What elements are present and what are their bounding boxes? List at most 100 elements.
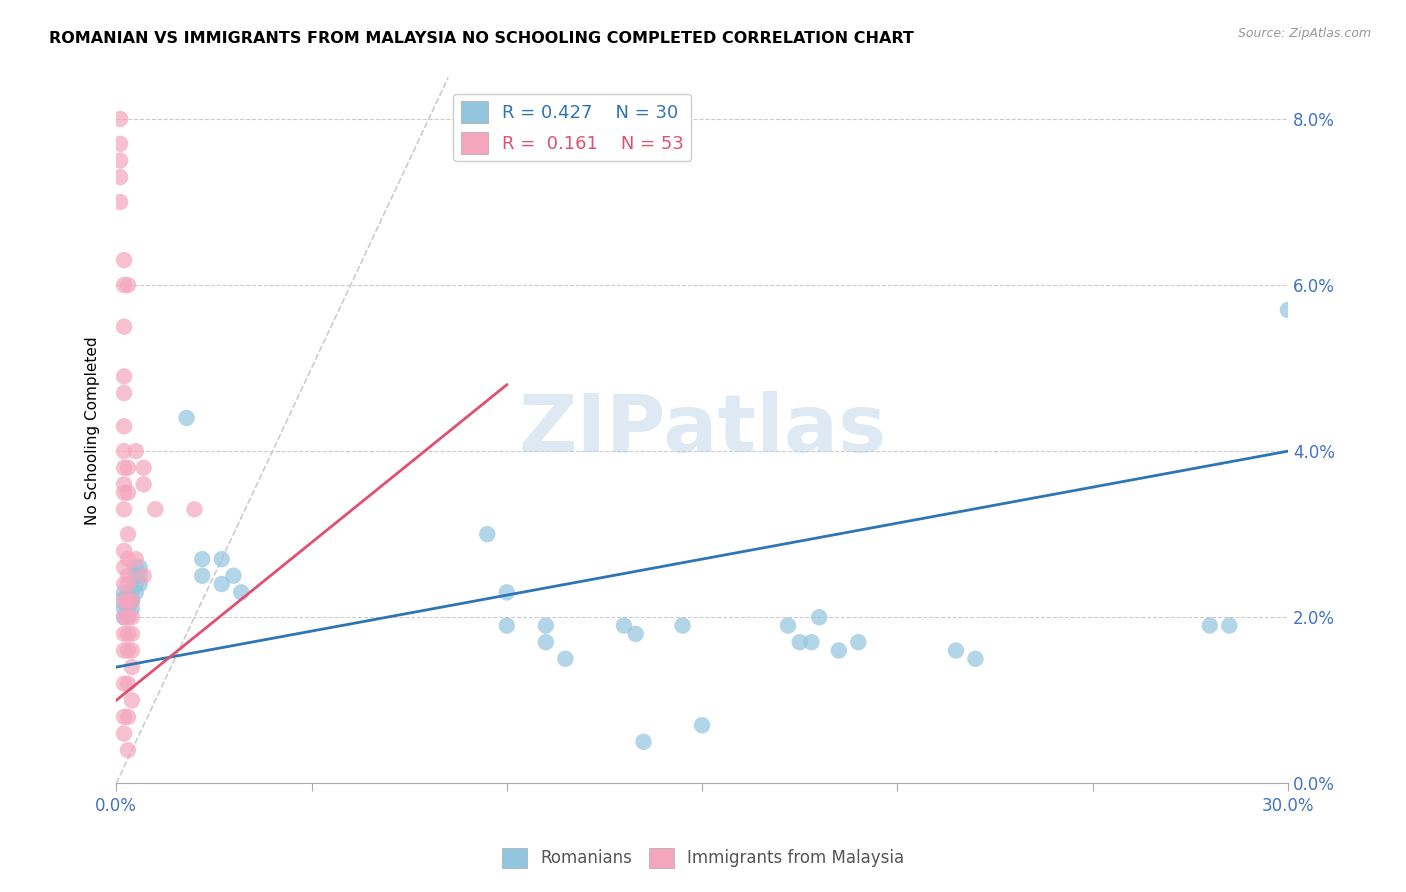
Point — [112, 577, 135, 591]
Point — [112, 676, 135, 690]
Point — [613, 618, 636, 632]
Text: Source: ZipAtlas.com: Source: ZipAtlas.com — [1237, 27, 1371, 40]
Point — [633, 735, 655, 749]
Point — [112, 585, 135, 599]
Point — [108, 153, 131, 168]
Point — [112, 610, 135, 624]
Point — [128, 568, 150, 582]
Point — [117, 577, 139, 591]
Point — [112, 319, 135, 334]
Point — [534, 618, 557, 632]
Point — [945, 643, 967, 657]
Point — [231, 585, 253, 599]
Legend: R = 0.427    N = 30, R =  0.161    N = 53: R = 0.427 N = 30, R = 0.161 N = 53 — [453, 94, 692, 161]
Point — [121, 627, 143, 641]
Point — [965, 652, 987, 666]
Point — [132, 568, 155, 582]
Point — [112, 627, 135, 641]
Point — [121, 593, 143, 607]
Point — [1277, 303, 1299, 318]
Point — [112, 602, 135, 616]
Point — [121, 660, 143, 674]
Point — [183, 502, 205, 516]
Point — [117, 610, 139, 624]
Point — [121, 602, 143, 616]
Point — [108, 112, 131, 126]
Point — [828, 643, 851, 657]
Point — [112, 502, 135, 516]
Point — [117, 593, 139, 607]
Point — [121, 585, 143, 599]
Point — [112, 386, 135, 401]
Point — [211, 577, 233, 591]
Point — [554, 652, 576, 666]
Point — [121, 610, 143, 624]
Point — [108, 194, 131, 209]
Point — [222, 568, 245, 582]
Point — [125, 560, 148, 574]
Point — [624, 627, 647, 641]
Point — [108, 170, 131, 185]
Point — [776, 618, 799, 632]
Point — [121, 643, 143, 657]
Point — [117, 278, 139, 293]
Point — [112, 643, 135, 657]
Point — [112, 610, 135, 624]
Point — [125, 552, 148, 566]
Point — [176, 411, 198, 425]
Point — [690, 718, 713, 732]
Point — [125, 568, 148, 582]
Point — [112, 278, 135, 293]
Point — [117, 552, 139, 566]
Point — [117, 593, 139, 607]
Point — [112, 419, 135, 434]
Point — [108, 593, 131, 607]
Point — [117, 568, 139, 582]
Point — [112, 593, 135, 607]
Point — [132, 460, 155, 475]
Point — [117, 676, 139, 690]
Point — [477, 527, 499, 541]
Point — [112, 477, 135, 491]
Point — [128, 560, 150, 574]
Point — [789, 635, 811, 649]
Point — [495, 618, 517, 632]
Point — [112, 253, 135, 268]
Point — [671, 618, 693, 632]
Point — [117, 710, 139, 724]
Point — [117, 527, 139, 541]
Point — [121, 693, 143, 707]
Point — [117, 593, 139, 607]
Point — [143, 502, 166, 516]
Y-axis label: No Schooling Completed: No Schooling Completed — [86, 336, 100, 524]
Point — [534, 635, 557, 649]
Point — [117, 602, 139, 616]
Point — [808, 610, 831, 624]
Point — [211, 552, 233, 566]
Point — [112, 444, 135, 458]
Point — [112, 710, 135, 724]
Point — [132, 477, 155, 491]
Point — [112, 560, 135, 574]
Point — [846, 635, 869, 649]
Point — [117, 643, 139, 657]
Point — [128, 577, 150, 591]
Point — [112, 369, 135, 384]
Text: ROMANIAN VS IMMIGRANTS FROM MALAYSIA NO SCHOOLING COMPLETED CORRELATION CHART: ROMANIAN VS IMMIGRANTS FROM MALAYSIA NO … — [49, 31, 914, 46]
Point — [112, 726, 135, 740]
Point — [117, 627, 139, 641]
Point — [1198, 618, 1220, 632]
Point — [112, 460, 135, 475]
Point — [191, 568, 214, 582]
Point — [125, 585, 148, 599]
Point — [117, 485, 139, 500]
Point — [1218, 618, 1240, 632]
Point — [121, 593, 143, 607]
Legend: Romanians, Immigrants from Malaysia: Romanians, Immigrants from Malaysia — [495, 841, 911, 875]
Point — [121, 593, 143, 607]
Point — [800, 635, 823, 649]
Point — [125, 577, 148, 591]
Point — [112, 485, 135, 500]
Point — [495, 585, 517, 599]
Point — [108, 136, 131, 151]
